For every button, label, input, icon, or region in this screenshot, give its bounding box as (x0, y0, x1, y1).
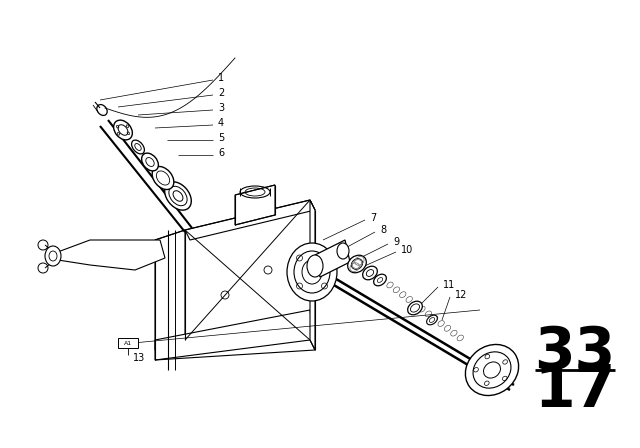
Ellipse shape (169, 186, 187, 206)
Ellipse shape (97, 104, 107, 116)
Ellipse shape (483, 362, 500, 378)
Ellipse shape (410, 304, 419, 312)
Text: 6: 6 (218, 148, 224, 158)
Polygon shape (185, 200, 315, 240)
Ellipse shape (408, 301, 422, 315)
Ellipse shape (366, 270, 374, 276)
Ellipse shape (141, 153, 158, 171)
Text: 5: 5 (218, 133, 224, 143)
Ellipse shape (164, 182, 191, 210)
Ellipse shape (307, 255, 323, 277)
Ellipse shape (135, 143, 141, 151)
Ellipse shape (337, 243, 349, 259)
Ellipse shape (473, 352, 511, 388)
Bar (118, 338, 138, 348)
Text: 4: 4 (218, 118, 224, 128)
Ellipse shape (132, 140, 145, 154)
Ellipse shape (173, 191, 183, 201)
Ellipse shape (351, 258, 363, 269)
Ellipse shape (363, 266, 378, 280)
Text: 9: 9 (393, 237, 399, 247)
Ellipse shape (287, 243, 337, 301)
Ellipse shape (429, 318, 435, 323)
Ellipse shape (465, 345, 518, 396)
Text: 7: 7 (370, 213, 376, 223)
Polygon shape (235, 185, 275, 225)
Text: A1: A1 (124, 340, 132, 345)
Polygon shape (155, 230, 185, 350)
Text: 13: 13 (133, 353, 145, 363)
Polygon shape (55, 240, 165, 270)
Text: 1: 1 (218, 73, 224, 83)
Ellipse shape (114, 120, 132, 140)
Ellipse shape (378, 278, 383, 282)
Ellipse shape (302, 260, 322, 284)
Text: 17: 17 (534, 362, 616, 418)
Ellipse shape (294, 251, 330, 293)
Text: 3: 3 (218, 103, 224, 113)
Text: 33: 33 (534, 323, 616, 380)
Ellipse shape (374, 274, 387, 286)
Polygon shape (155, 310, 315, 360)
Polygon shape (310, 200, 315, 350)
Ellipse shape (118, 125, 128, 135)
Ellipse shape (152, 167, 174, 190)
Text: 11: 11 (443, 280, 455, 290)
Text: 12: 12 (455, 290, 467, 300)
Ellipse shape (348, 255, 366, 273)
Text: 2: 2 (218, 88, 224, 98)
Text: 10: 10 (401, 245, 413, 255)
Ellipse shape (156, 171, 170, 185)
Ellipse shape (146, 158, 154, 167)
Polygon shape (315, 240, 350, 277)
Ellipse shape (427, 315, 437, 325)
Text: 8: 8 (380, 225, 386, 235)
Ellipse shape (45, 246, 61, 266)
